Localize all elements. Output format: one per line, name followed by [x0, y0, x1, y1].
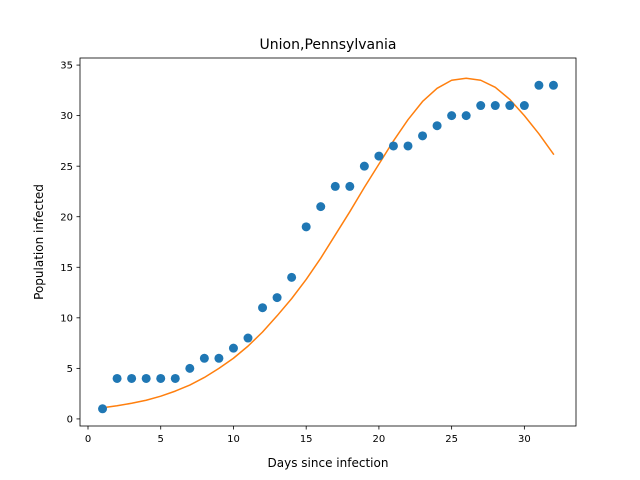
data-point	[388, 141, 398, 151]
data-point	[330, 181, 340, 191]
data-point	[214, 353, 224, 363]
data-point	[418, 131, 428, 141]
data-point	[141, 373, 151, 383]
data-point	[548, 80, 558, 90]
y-tick-label: 30	[60, 111, 73, 122]
data-point	[476, 101, 486, 111]
y-tick-label: 25	[60, 162, 73, 173]
data-point	[359, 161, 369, 171]
y-axis-label: Population infected	[32, 184, 46, 300]
data-point	[156, 373, 166, 383]
data-point	[127, 373, 137, 383]
data-point	[447, 111, 457, 121]
data-point	[243, 333, 253, 343]
data-point	[112, 373, 122, 383]
y-tick-label: 35	[60, 61, 73, 72]
data-point	[316, 202, 326, 212]
x-tick-label: 15	[300, 434, 313, 445]
data-point	[534, 80, 544, 90]
data-point	[228, 343, 238, 353]
data-point	[345, 181, 355, 191]
x-tick-label: 20	[373, 434, 386, 445]
data-point	[199, 353, 209, 363]
data-point	[432, 121, 442, 131]
y-tick-label: 20	[60, 212, 73, 223]
y-tick-label: 15	[60, 263, 73, 274]
x-tick-label: 10	[227, 434, 240, 445]
data-point	[461, 111, 471, 121]
data-point	[301, 222, 311, 232]
axes-frame	[79, 57, 577, 427]
data-point	[403, 141, 413, 151]
data-point	[185, 363, 195, 373]
y-tick-label: 10	[60, 313, 73, 324]
x-tick-label: 0	[85, 434, 91, 445]
data-point	[505, 101, 515, 111]
data-point	[374, 151, 384, 161]
data-point	[258, 303, 268, 313]
data-point	[490, 101, 500, 111]
data-point	[98, 404, 108, 414]
data-point	[272, 293, 282, 303]
y-tick-label: 5	[67, 364, 73, 375]
data-point	[287, 272, 297, 282]
x-tick-label: 5	[158, 434, 164, 445]
x-axis-label: Days since infection	[268, 456, 389, 470]
x-tick-label: 30	[518, 434, 531, 445]
fit-line	[101, 77, 555, 409]
x-tick-label: 25	[445, 434, 458, 445]
data-point	[170, 373, 180, 383]
y-tick-label: 0	[67, 415, 73, 426]
plot-area	[98, 77, 558, 414]
axes: 0 5 10 15 20 25 30 0 5 10 15 20 25 30 35	[60, 57, 577, 445]
chart-title: Union,Pennsylvania	[260, 37, 397, 53]
data-point	[519, 101, 529, 111]
